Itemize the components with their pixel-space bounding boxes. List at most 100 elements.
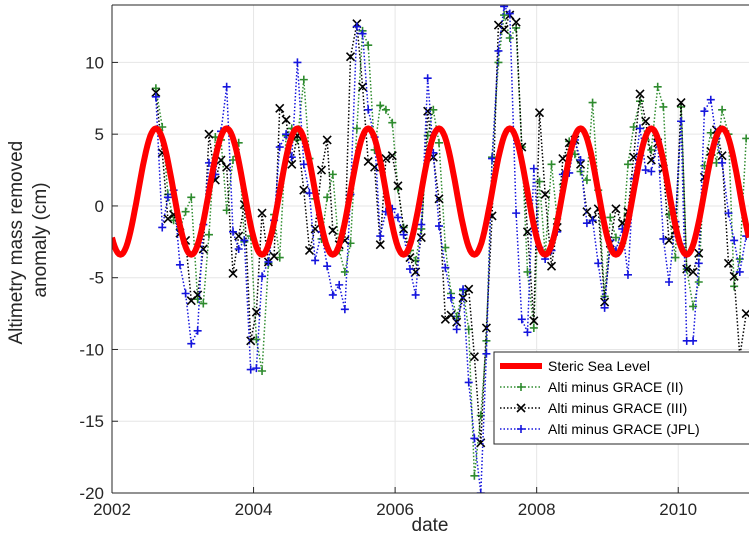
data-point	[582, 176, 591, 185]
data-point	[405, 265, 414, 274]
data-point	[694, 278, 703, 287]
legend: Steric Sea Level Alti minus GRACE (II) Alt…	[493, 351, 749, 445]
data-point	[234, 231, 244, 241]
x-tick-label: 2010	[659, 500, 697, 519]
data-point	[482, 349, 491, 358]
data-point	[647, 167, 656, 176]
data-point	[635, 89, 645, 99]
data-point	[735, 267, 744, 276]
data-point	[576, 156, 585, 165]
data-point	[204, 230, 213, 239]
data-point	[659, 102, 668, 111]
data-point	[275, 143, 284, 152]
legend-entry-2: Alti minus GRACE (III)	[500, 400, 687, 416]
data-point	[717, 151, 727, 161]
data-point	[151, 84, 160, 93]
data-point	[729, 271, 739, 281]
data-point	[423, 74, 432, 83]
data-point	[364, 41, 373, 50]
data-point	[730, 236, 739, 245]
y-tick-label: 10	[85, 53, 104, 72]
data-point	[522, 227, 533, 237]
x-tick-label: 2008	[518, 500, 556, 519]
data-point	[399, 224, 409, 234]
data-point	[447, 293, 456, 302]
y-axis-label-line-2: anomaly (cm)	[30, 182, 51, 297]
data-point	[275, 253, 284, 262]
data-point	[606, 213, 615, 222]
data-point	[358, 29, 367, 38]
data-point	[151, 92, 160, 101]
data-point	[723, 258, 734, 268]
data-point	[305, 189, 314, 198]
data-point	[258, 367, 267, 375]
data-point	[275, 103, 285, 113]
x-tick-label: 2002	[93, 500, 131, 519]
data-point	[299, 160, 308, 169]
data-point	[299, 75, 308, 84]
data-point	[500, 5, 509, 11]
data-point	[647, 145, 656, 154]
data-point	[352, 22, 361, 31]
data-point	[328, 225, 338, 235]
data-point	[175, 260, 184, 269]
data-point	[523, 267, 532, 276]
data-point	[357, 82, 368, 92]
data-point	[588, 216, 597, 225]
data-point	[459, 285, 468, 294]
legend-entry-3: Alti minus GRACE (JPL)	[500, 421, 700, 437]
data-point	[387, 151, 397, 161]
data-point	[535, 177, 544, 186]
data-point	[724, 209, 733, 218]
data-point	[688, 267, 698, 277]
data-point	[469, 352, 479, 362]
legend-entry-1: Alti minus GRACE (II)	[500, 379, 683, 395]
data-point	[676, 98, 686, 108]
data-point	[158, 223, 167, 232]
data-point	[376, 101, 385, 110]
legend-label: Alti minus GRACE (JPL)	[548, 421, 700, 437]
legend-marker	[516, 403, 526, 413]
data-point	[228, 268, 238, 278]
y-axis-label-line-1: Altimetry mass removed	[6, 141, 27, 345]
legend-marker	[517, 383, 525, 391]
data-point	[547, 160, 556, 169]
data-point	[718, 105, 727, 114]
data-point	[505, 9, 514, 18]
data-point	[393, 213, 402, 222]
data-point	[470, 471, 479, 480]
data-point	[623, 160, 632, 169]
axes	[111, 4, 749, 494]
data-point	[193, 326, 202, 335]
data-point	[494, 46, 503, 55]
y-tick-label: -5	[89, 269, 104, 288]
data-point	[677, 117, 686, 126]
x-tick-label: 2004	[235, 500, 273, 519]
data-point	[706, 95, 715, 104]
data-point	[187, 339, 196, 348]
data-point	[181, 207, 190, 216]
data-point	[393, 181, 403, 191]
data-point	[257, 208, 267, 218]
data-point	[240, 236, 249, 245]
data-point	[282, 130, 291, 139]
y-tick-label: 0	[95, 197, 104, 216]
data-point	[281, 115, 291, 125]
y-tick-label: 5	[95, 125, 104, 144]
data-point	[500, 11, 509, 20]
data-point	[659, 234, 668, 243]
data-point	[375, 240, 385, 250]
data-point	[335, 280, 344, 289]
data-point	[529, 316, 539, 326]
data-point	[246, 336, 256, 346]
data-point	[323, 262, 332, 271]
data-point	[234, 245, 243, 253]
data-point	[246, 365, 255, 374]
data-point	[671, 253, 680, 262]
data-point	[388, 118, 397, 127]
data-point	[689, 302, 698, 311]
data-point	[441, 263, 450, 272]
data-point	[641, 166, 650, 175]
data-point	[293, 58, 302, 67]
data-point	[381, 105, 390, 114]
